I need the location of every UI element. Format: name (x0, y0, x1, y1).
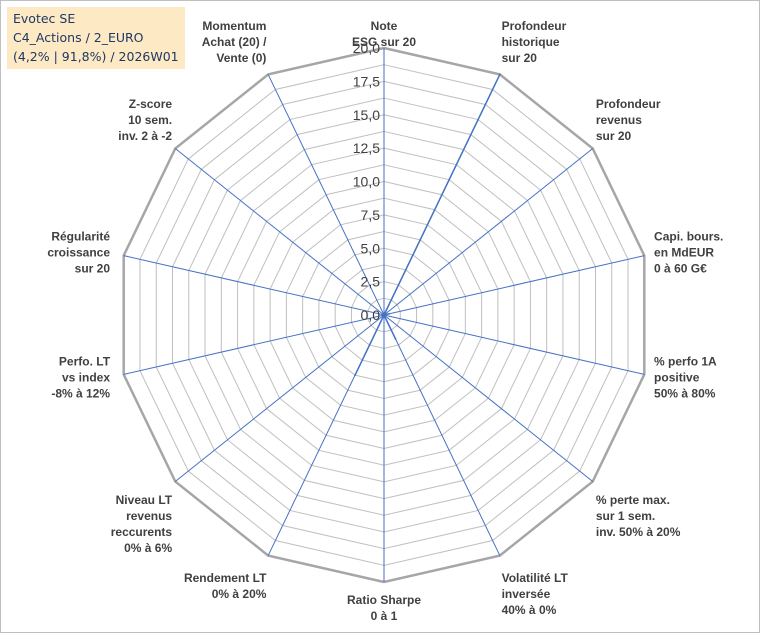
axis-spoke (123, 255, 385, 316)
axis-label: Niveau LT revenus reccurents 0% à 6% (111, 493, 173, 555)
axis-label: Capi. bours. en MdEUR 0 à 60 G€ (654, 229, 723, 275)
tick-label: 20,0 (353, 40, 380, 56)
data-point (499, 73, 501, 76)
axis-label: Note ESG sur 20 (352, 19, 416, 49)
axis-label: Rendement LT 0% à 20% (184, 571, 267, 601)
tick-label: 0,0 (361, 307, 381, 323)
tick-label: 17,5 (353, 73, 380, 89)
tick-label: 12,5 (353, 140, 380, 156)
axis-label: Volatilité LT inversée 40% à 0% (502, 571, 569, 617)
axis-spoke (383, 314, 501, 556)
title-line-2: C4_Actions / 2_EURO (13, 30, 144, 45)
axis-label: % perfo 1A positive 50% à 80% (654, 355, 717, 401)
axis-label: Z-score 10 sem. inv. 2 à -2 (118, 97, 172, 143)
tick-label: 7,5 (361, 207, 381, 223)
tick-label: 5,0 (361, 240, 381, 256)
axis-label: Profondeur revenus sur 20 (596, 97, 661, 143)
tick-label: 15,0 (353, 107, 380, 123)
radar-series (354, 73, 501, 376)
axis-spoke (123, 314, 385, 375)
tick-label: 2,5 (361, 274, 381, 290)
axis-spoke (383, 314, 645, 375)
axis-spoke (383, 314, 594, 482)
axis-spoke (383, 255, 645, 316)
axis-spoke (174, 314, 385, 482)
axis-label: % perte max. sur 1 sem. inv. 50% à 20% (596, 493, 681, 539)
data-point (388, 313, 391, 315)
chart-title-box: Evotec SE C4_Actions / 2_EURO (4,2% | 91… (7, 7, 185, 69)
axis-label: Momentum Achat (20) / Vente (0) (202, 19, 267, 65)
data-point (383, 314, 385, 316)
title-line-1: Evotec SE (13, 11, 76, 26)
data-point (394, 338, 397, 340)
data-point (354, 374, 356, 376)
tick-label: 10,0 (353, 174, 380, 190)
axis-spoke (267, 74, 385, 316)
axis-label: Profondeur historique sur 20 (502, 19, 567, 65)
axis-spoke (383, 148, 594, 316)
radar-axis-labels: Note ESG sur 20 Profondeur historique sur 20… (47, 19, 723, 623)
axis-label: Ratio Sharpe 0 à 1 (347, 593, 421, 623)
axis-label: Perfo. LT vs index -8% à 12% (51, 355, 110, 401)
axis-label: Régularité croissance sur 20 (47, 229, 110, 275)
title-line-3: (4,2% | 91,8%) / 2026W01 (13, 49, 179, 64)
axis-spoke (174, 148, 385, 316)
radar-tick-labels: 0,0 2,5 5,0 7,5 10,0 12,5 15,0 17,5 20,0 (353, 40, 380, 323)
